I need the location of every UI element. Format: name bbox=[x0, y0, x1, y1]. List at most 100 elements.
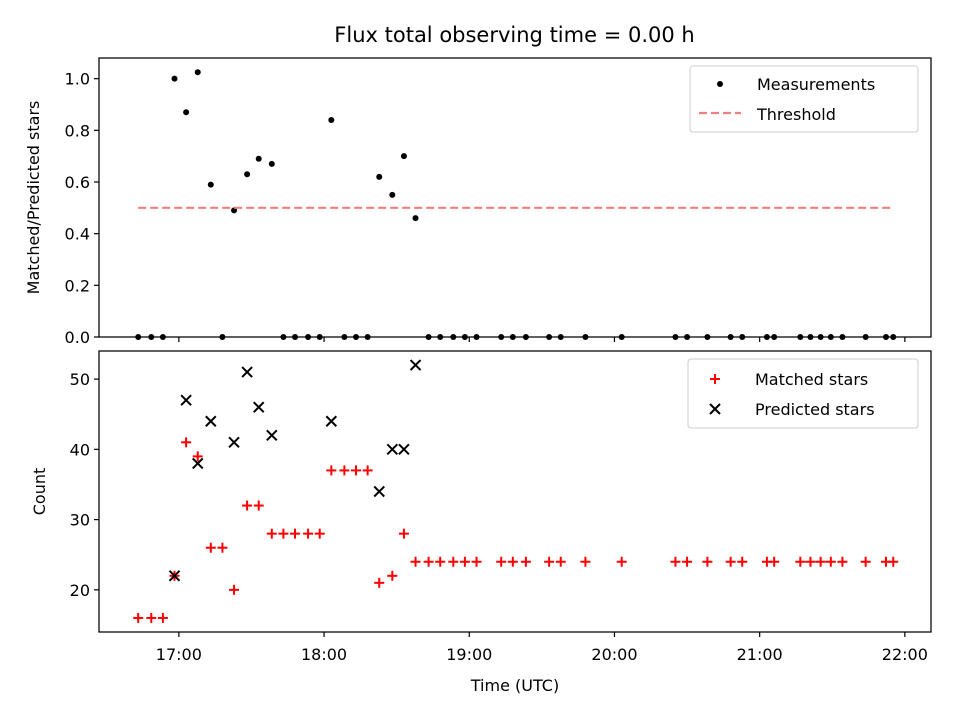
matched-stars-point bbox=[157, 612, 168, 623]
matched-stars-point bbox=[133, 612, 144, 623]
bottom-y-ticks: 20 30 40 50 bbox=[70, 370, 99, 600]
x-tick-label: 20:00 bbox=[591, 645, 637, 664]
x-axis-label: Time (UTC) bbox=[470, 676, 559, 695]
measurement-point bbox=[389, 191, 396, 198]
measurement-point bbox=[412, 215, 419, 222]
matched-stars-point bbox=[181, 437, 192, 448]
legend-marker-predicted-stars bbox=[709, 403, 721, 415]
matched-stars-point bbox=[682, 556, 693, 567]
measurement-point bbox=[183, 109, 190, 116]
bottom-plot-area bbox=[133, 359, 899, 623]
predicted-stars-point bbox=[325, 415, 338, 427]
bottom-legend: Matched stars Predicted stars bbox=[687, 358, 919, 429]
matched-stars-point bbox=[459, 556, 470, 567]
matched-stars-point bbox=[507, 556, 518, 567]
x-tick-label: 18:00 bbox=[301, 645, 347, 664]
measurement-point bbox=[171, 75, 178, 82]
matched-stars-point bbox=[805, 556, 816, 567]
predicted-stars-point bbox=[192, 457, 204, 470]
matched-stars-point bbox=[580, 556, 591, 567]
measurement-point bbox=[328, 117, 335, 123]
matched-stars-point bbox=[435, 556, 446, 567]
measurement-point bbox=[376, 173, 383, 180]
matched-stars-point bbox=[339, 465, 350, 476]
x-tick-label: 22:00 bbox=[882, 645, 928, 664]
matched-stars-point bbox=[471, 556, 482, 567]
legend-marker-matched-stars bbox=[710, 374, 720, 384]
matched-stars-point bbox=[398, 528, 409, 539]
top-axes-frame bbox=[98, 57, 932, 338]
matched-stars-point bbox=[544, 556, 555, 567]
matched-stars-point bbox=[303, 528, 314, 539]
top-y-tick-label: 0.8 bbox=[65, 121, 90, 140]
measurement-point bbox=[207, 181, 214, 188]
matched-stars-point bbox=[888, 556, 899, 567]
predicted-stars-point bbox=[386, 443, 399, 456]
top-legend-box bbox=[689, 65, 919, 133]
measurement-point bbox=[194, 69, 201, 76]
x-tick-label: 19:00 bbox=[446, 645, 492, 664]
predicted-stars-point bbox=[409, 359, 422, 371]
matched-stars-point bbox=[229, 584, 240, 595]
matched-stars-point bbox=[496, 556, 507, 567]
measurement-point bbox=[268, 160, 275, 167]
matched-stars-point bbox=[555, 556, 566, 567]
top-y-axis-label: Matched/Predicted stars bbox=[24, 101, 43, 295]
matched-stars-point bbox=[253, 500, 264, 511]
top-panel: 0.0 0.2 0.4 0.6 0.8 1.0 Matched/Predicted sta… bbox=[24, 57, 932, 347]
matched-stars-point bbox=[217, 542, 228, 553]
matched-stars-point bbox=[351, 465, 362, 476]
bottom-x-ticks: 17:00 18:00 19:00 20:00 21:00 22:00 bbox=[156, 632, 928, 664]
bottom-y-tick-label: 20 bbox=[70, 581, 90, 600]
matched-stars-point bbox=[423, 556, 434, 567]
predicted-stars-point bbox=[253, 401, 265, 413]
top-plot-area bbox=[135, 69, 897, 340]
predicted-stars-point bbox=[241, 366, 253, 378]
top-x-ticks bbox=[178, 337, 906, 342]
top-y-tick-label: 0.6 bbox=[65, 173, 90, 192]
measurement-point bbox=[244, 171, 251, 178]
predicted-stars-point bbox=[398, 443, 410, 456]
top-y-tick-label: 0.4 bbox=[65, 225, 90, 244]
matched-stars-point bbox=[205, 542, 216, 553]
legend-marker-measurements bbox=[717, 81, 723, 87]
matched-stars-point bbox=[242, 500, 253, 511]
matched-stars-point bbox=[670, 556, 681, 567]
matched-stars-point bbox=[290, 528, 301, 539]
matched-stars-point bbox=[374, 577, 385, 588]
predicted-stars-point bbox=[168, 570, 181, 582]
matched-stars-point bbox=[362, 465, 373, 476]
matched-stars-point bbox=[815, 556, 826, 567]
top-y-ticks: 0.0 0.2 0.4 0.6 0.8 1.0 bbox=[65, 70, 99, 347]
top-legend: Measurements Threshold bbox=[689, 65, 919, 133]
top-y-tick-label: 0.0 bbox=[65, 328, 90, 347]
matched-stars-point bbox=[725, 556, 736, 567]
matched-stars-point bbox=[146, 612, 157, 623]
legend-label-measurements: Measurements bbox=[757, 75, 875, 94]
predicted-stars-point bbox=[373, 485, 385, 498]
predicted-stars-point bbox=[266, 429, 278, 442]
matched-stars-point bbox=[192, 451, 203, 462]
matched-stars-point bbox=[326, 465, 337, 476]
matched-stars-point bbox=[769, 556, 780, 567]
matched-stars-point bbox=[737, 556, 748, 567]
bottom-y-tick-label: 30 bbox=[70, 511, 90, 530]
legend-label-predicted-stars: Predicted stars bbox=[755, 400, 875, 419]
x-tick-label: 17:00 bbox=[156, 645, 202, 664]
top-y-tick-label: 1.0 bbox=[65, 70, 90, 89]
matched-stars-point bbox=[702, 556, 713, 567]
matched-stars-point bbox=[837, 556, 848, 567]
measurement-point bbox=[400, 153, 407, 160]
matched-stars-point bbox=[520, 556, 531, 567]
chart-title: Flux total observing time = 0.00 h bbox=[334, 23, 694, 47]
legend-label-threshold: Threshold bbox=[756, 105, 836, 124]
x-tick-label: 21:00 bbox=[737, 645, 783, 664]
matched-stars-point bbox=[266, 528, 277, 539]
bottom-y-tick-label: 50 bbox=[70, 370, 90, 389]
matched-stars-point bbox=[387, 570, 398, 581]
predicted-stars-point bbox=[205, 415, 217, 427]
bottom-y-tick-label: 40 bbox=[70, 440, 90, 459]
predicted-stars-point bbox=[228, 436, 240, 449]
